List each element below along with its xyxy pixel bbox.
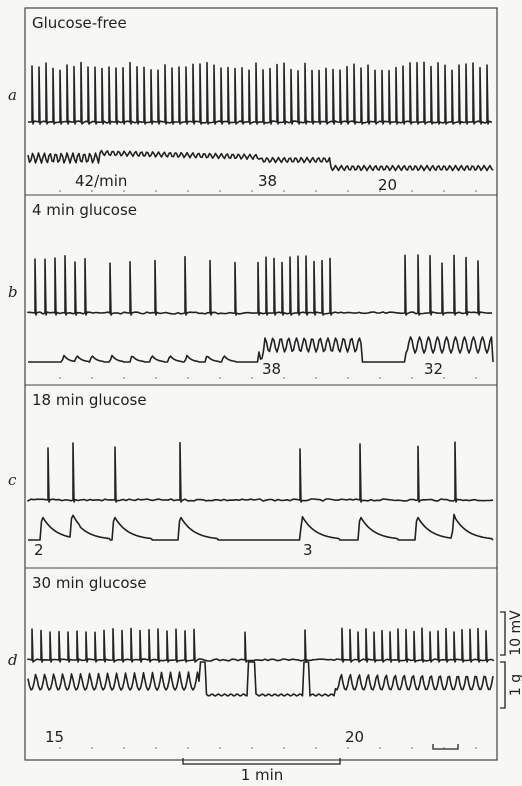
trace [27,661,494,697]
time-dot [187,377,189,379]
time-dot [475,567,477,569]
annotation: 3 [303,541,313,559]
annotation: 38 [262,360,281,378]
panel-letter: d [8,651,18,669]
time-dot [315,377,317,379]
annotation: 2 [34,541,44,559]
panel-letter: c [8,471,17,489]
time-dot [283,567,285,569]
panel-letter: a [8,86,17,104]
force-bar [500,661,506,709]
time-dot [251,190,253,192]
time-dot [187,747,189,749]
time-dot [91,377,93,379]
panel-title: 18 min glucose [32,391,147,409]
time-dot [411,747,413,749]
time-dot [347,377,349,379]
time-dot [283,190,285,192]
panel-title: Glucose-free [32,14,127,32]
time-dot [59,747,61,749]
annotation: 38 [258,172,277,190]
panel-letter: b [8,283,18,301]
time-dot [379,747,381,749]
time-dot [251,377,253,379]
time-dot [283,747,285,749]
time-dot [123,567,125,569]
time-dot [187,190,189,192]
time-dot [315,567,317,569]
scale-bars [182,611,506,765]
time-dot [187,567,189,569]
trace [28,513,494,541]
time-dot [123,377,125,379]
time-dot [379,567,381,569]
trace [28,336,494,363]
time-dot [443,567,445,569]
annotation: 20 [345,728,364,746]
time-dot [219,377,221,379]
time-dot [347,190,349,192]
time-dot [283,377,285,379]
time-dot [251,747,253,749]
time-dot [123,190,125,192]
time-dot [315,190,317,192]
trace [27,254,492,316]
time-bar [182,758,341,765]
panel-title: 4 min glucose [32,201,137,219]
time-dot [91,747,93,749]
time-dot [347,567,349,569]
time-dot [315,747,317,749]
time-dot [219,567,221,569]
bracket [432,744,459,750]
time-dot [219,747,221,749]
frame [24,7,498,761]
trace [27,627,495,663]
annotation: 15 [45,728,64,746]
time-dot [443,747,445,749]
panel-title: 30 min glucose [32,574,147,592]
time-dot [155,567,157,569]
time-dot [379,377,381,379]
time-dot [443,190,445,192]
voltage-bar [500,611,506,656]
time-dot [91,190,93,192]
trace [28,61,493,125]
time-dot [411,567,413,569]
time-dot [475,377,477,379]
time-dot [411,377,413,379]
time-dot [219,190,221,192]
time-dot [59,377,61,379]
time-dot [443,377,445,379]
time-dot [155,747,157,749]
time-dot [155,190,157,192]
trace [27,441,494,503]
time-dot [251,567,253,569]
force-label: 1 g [508,674,522,696]
time-dot [411,190,413,192]
time-dot [347,747,349,749]
time-dot [59,567,61,569]
time-dot [475,190,477,192]
time-dot [59,190,61,192]
time-dot [91,567,93,569]
time-dot [123,747,125,749]
annotation: 42/min [75,172,127,190]
time-dot [379,190,381,192]
annotation: 20 [378,176,397,194]
time-dot [475,747,477,749]
time-dot [155,377,157,379]
voltage-label: 10 mV [508,610,522,656]
trace [27,149,494,172]
time-label: 1 min [241,766,284,784]
annotation: 32 [424,360,443,378]
